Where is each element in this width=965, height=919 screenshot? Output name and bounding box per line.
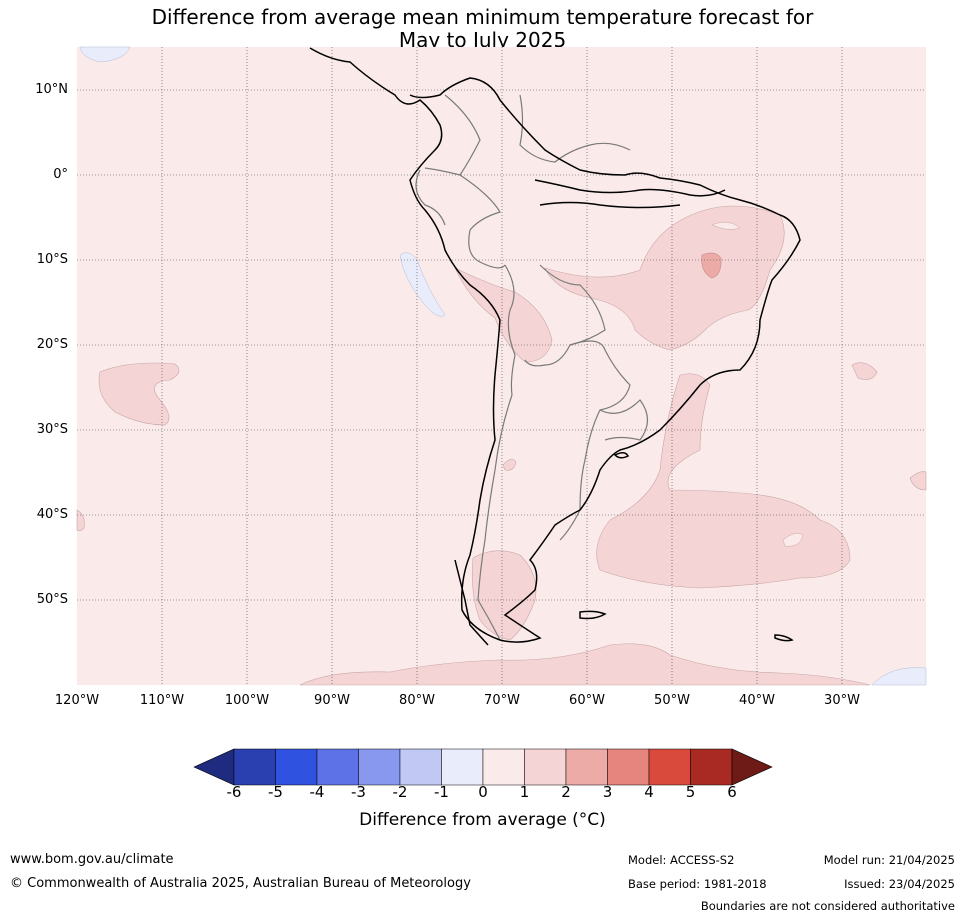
warm-anomaly-patch [76, 509, 85, 531]
colorbar-cell [275, 748, 318, 786]
cool-anomaly-patch [871, 667, 927, 686]
colorbar-tick-label: -3 [351, 783, 366, 801]
chart-title-line-1: Difference from average mean minimum tem… [151, 5, 814, 29]
colorbar-tick-label: -1 [434, 783, 449, 801]
lat-label: 30°S [36, 422, 68, 437]
lat-label: 10°N [35, 82, 68, 97]
warm-anomaly-patch [98, 362, 180, 426]
colorbar-tick-label: -6 [226, 783, 242, 801]
warm-anomaly-patch [851, 362, 878, 380]
colorbar-tick-label: 2 [561, 783, 571, 801]
warm-anomaly-patch [909, 471, 927, 491]
colorbar-cell [607, 748, 650, 786]
warm-anomaly-patch [596, 373, 851, 589]
lat-label: 10°S [36, 252, 68, 267]
colorbar [193, 748, 773, 786]
copyright-text: © Commonwealth of Australia 2025, Austra… [10, 876, 471, 891]
colorbar-cell [316, 748, 359, 786]
lon-label: 90°W [314, 693, 350, 708]
lat-label: 50°S [36, 592, 68, 607]
base-period-text: Base period: 1981-2018 [628, 877, 767, 891]
lon-label: 30°W [824, 693, 860, 708]
anomaly-hole [782, 533, 804, 547]
colorbar-cell [565, 748, 608, 786]
anomaly-hole [711, 221, 741, 230]
issued-text: Issued: 23/04/2025 [844, 877, 955, 891]
colorbar-cell [233, 748, 276, 786]
colorbar-cell [524, 748, 567, 786]
warm-anomaly-patch [544, 205, 785, 351]
colorbar-tick-label: 4 [644, 783, 654, 801]
colorbar-cell [358, 748, 401, 786]
colorbar-cell [482, 748, 525, 786]
map-gridlines [77, 47, 926, 685]
colorbar-tick-label: -4 [309, 783, 325, 801]
lat-label: 0° [53, 167, 68, 182]
colorbar-extend-high [731, 748, 773, 786]
colorbar-cell [441, 748, 484, 786]
colorbar-extend-low [193, 748, 235, 786]
coastlines [309, 47, 801, 646]
lon-label: 60°W [569, 693, 605, 708]
colorbar-tick-label: 6 [727, 783, 737, 801]
lon-label: 110°W [139, 693, 185, 708]
colorbar-tick-label: 5 [685, 783, 696, 801]
colorbar-tick-label: -2 [392, 783, 408, 801]
colorbar-tick-label: 3 [602, 783, 613, 801]
cool-anomaly-patch [79, 46, 131, 63]
colorbar-tick-label: -5 [268, 783, 283, 801]
model-text: Model: ACCESS-S2 [628, 853, 735, 867]
country-boundaries [415, 94, 649, 641]
lon-label: 100°W [224, 693, 270, 708]
lon-label: 120°W [54, 693, 100, 708]
colorbar-label: Difference from average (°C) [359, 810, 606, 830]
colorbar-cell [648, 748, 691, 786]
lon-label: 70°W [484, 693, 520, 708]
website-link[interactable]: www.bom.gov.au/climate [10, 852, 174, 867]
disclaimer-text: Boundaries are not considered authoritat… [700, 899, 955, 913]
cool-anomaly-patch [399, 252, 446, 317]
colorbar-tick-label: 0 [478, 783, 488, 801]
lon-label: 50°W [654, 693, 690, 708]
model-run-text: Model run: 21/04/2025 [823, 853, 955, 867]
colorbar-cell [690, 748, 733, 786]
warmer-anomaly-patch [701, 252, 722, 279]
colorbar-tick-label: 1 [519, 783, 530, 801]
lon-label: 80°W [399, 693, 435, 708]
warm-anomaly-patch [299, 643, 871, 686]
lat-label: 20°S [36, 337, 68, 352]
lon-label: 40°W [739, 693, 775, 708]
warm-anomaly-patch [502, 458, 517, 471]
colorbar-cell [399, 748, 442, 786]
lat-label: 40°S [36, 507, 68, 522]
